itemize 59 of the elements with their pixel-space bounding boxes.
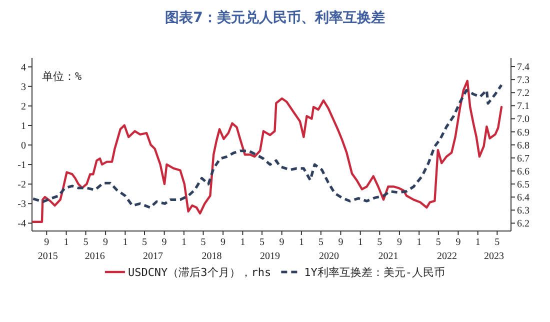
x-tick-label: 5 [377, 237, 382, 248]
y2-tick-label: 6.5 [517, 180, 530, 191]
x-tick-label: 9 [338, 237, 344, 248]
x-tick-label: 9 [103, 237, 108, 248]
x-tick-label: 5 [260, 237, 265, 248]
x2-tick-label: 2021 [378, 251, 398, 262]
x2-tick-label: 2023 [484, 251, 504, 262]
y-tick-label: -1 [18, 160, 26, 172]
y2-tick-label: 7.0 [517, 114, 530, 126]
legend-label: 1Y利率互换差：美元-人民币 [304, 266, 446, 279]
annotation: 单位：% [42, 70, 82, 83]
y2-tick-label: 7.1 [517, 101, 530, 112]
x-tick-label: 5 [83, 237, 88, 248]
y2-tick-label: 7.4 [517, 62, 530, 74]
y2-tick-label: 6.2 [517, 218, 530, 230]
x-tick-label: 5 [318, 237, 324, 248]
x-tick-label: 1 [181, 237, 186, 248]
y2-tick-label: 6.8 [517, 140, 530, 152]
y-tick-label: 0 [21, 140, 26, 152]
x-tick-label: 5 [200, 237, 206, 248]
y-tick-label: 2 [21, 101, 26, 112]
legend-label: USDCNY（滞后3个月），rhs [128, 266, 272, 279]
y2-tick-label: 6.3 [517, 206, 530, 217]
x2-tick-label: 2016 [84, 251, 105, 262]
x-tick-label: 9 [44, 237, 50, 248]
y-tick-label: -2 [18, 180, 26, 191]
x-tick-label: 5 [436, 237, 441, 248]
y2-tick-label: 6.4 [517, 192, 530, 204]
y2-tick-label: 7.3 [517, 75, 530, 86]
chart-title: 图表7：美元兑人民币、利率互换差 [165, 9, 385, 26]
y-tick-label: -3 [18, 199, 26, 210]
y-tick-label: 1 [21, 120, 26, 132]
x-tick-label: 9 [396, 237, 402, 248]
y2-tick-label: 6.9 [517, 127, 530, 138]
y2-tick-label: 6.7 [517, 153, 530, 164]
x-tick-label: 1 [240, 237, 246, 248]
x2-tick-label: 2015 [38, 251, 58, 262]
x-tick-label: 1 [358, 237, 363, 248]
x-tick-label: 1 [64, 237, 69, 248]
y-tick-label: 3 [21, 82, 26, 93]
x-tick-label: 9 [456, 237, 461, 248]
x-tick-label: 1 [475, 237, 480, 248]
y2-tick-label: 7.2 [517, 88, 530, 100]
x2-tick-label: 2020 [318, 251, 339, 262]
x2-tick-label: 2018 [202, 251, 222, 262]
x2-tick-label: 2019 [260, 251, 280, 262]
x-tick-label: 9 [279, 237, 284, 248]
x2-tick-label: 2017 [143, 251, 164, 262]
x-tick-label: 9 [162, 237, 167, 248]
x-tick-label: 1 [122, 237, 128, 248]
x-tick-label: 5 [494, 237, 500, 248]
y2-tick-label: 6.6 [517, 166, 530, 178]
x-tick-label: 5 [142, 237, 148, 248]
x-tick-label: 9 [220, 237, 226, 248]
y-tick-label: -4 [18, 218, 26, 230]
y-tick-label: 4 [21, 62, 26, 74]
x2-tick-label: 2022 [436, 251, 457, 262]
x-tick-label: 1 [416, 237, 422, 248]
x-tick-label: 1 [298, 237, 304, 248]
